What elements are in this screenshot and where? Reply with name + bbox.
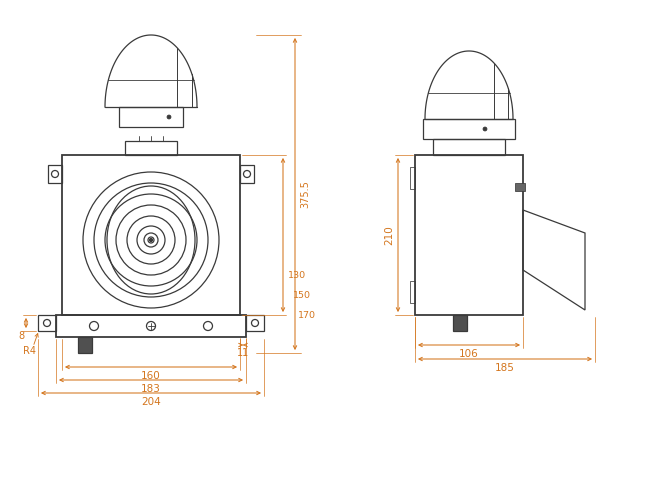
Circle shape — [150, 239, 153, 242]
Bar — [38, 315, 56, 331]
Text: 170: 170 — [298, 311, 316, 319]
Bar — [423, 119, 515, 139]
Bar — [62, 155, 240, 315]
Bar — [515, 183, 525, 191]
Bar — [78, 337, 92, 353]
Text: R4: R4 — [23, 346, 36, 356]
Text: 183: 183 — [141, 384, 161, 394]
Text: 11: 11 — [237, 348, 249, 358]
Bar — [240, 165, 254, 183]
Circle shape — [483, 127, 487, 131]
Bar — [410, 281, 415, 303]
Text: 150: 150 — [293, 290, 311, 300]
Text: 210: 210 — [384, 225, 394, 245]
Text: 130: 130 — [288, 271, 306, 279]
Circle shape — [167, 115, 171, 119]
Text: 375.5: 375.5 — [300, 180, 310, 208]
Text: 204: 204 — [141, 397, 161, 407]
Bar — [433, 139, 505, 155]
Bar — [246, 315, 264, 331]
Text: 8: 8 — [18, 331, 24, 341]
Bar — [56, 315, 246, 337]
Bar — [125, 141, 177, 155]
Text: 160: 160 — [141, 371, 161, 381]
Text: 185: 185 — [495, 363, 515, 373]
Bar — [415, 155, 523, 315]
Bar — [48, 165, 62, 183]
Text: 106: 106 — [459, 349, 479, 359]
Bar — [410, 167, 415, 189]
Bar — [453, 315, 467, 331]
Bar — [119, 107, 183, 127]
